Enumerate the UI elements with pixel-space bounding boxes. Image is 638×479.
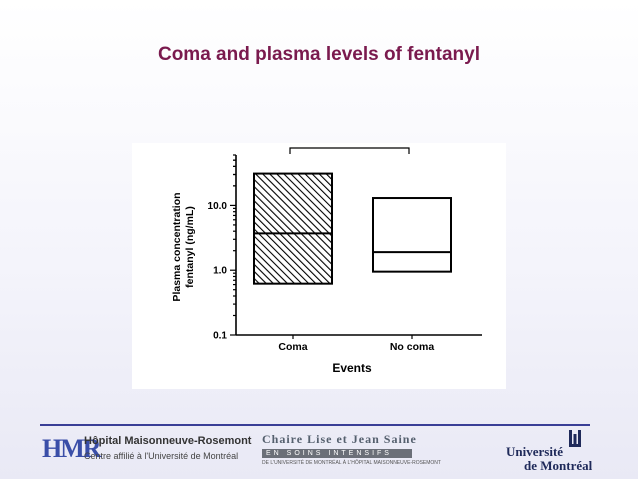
x-axis-label: Events: [332, 361, 372, 375]
chaire-band: EN SOINS INTENSIFS: [262, 449, 412, 458]
y-tick-label: 10.0: [208, 201, 228, 212]
chaire-title: Chaire Lise et Jean Saine: [262, 432, 417, 446]
hmr-logo: HMR Hôpital Maisonneuve-Rosemont Centre …: [42, 430, 251, 472]
chaire-logo: Chaire Lise et Jean Saine EN SOINS INTEN…: [262, 432, 441, 472]
y-axis-label: Plasma concentrationfentanyl (ng/mL): [171, 192, 196, 301]
chart-panel: 0.1 1.0 10.0 Plasma concentrationfentanyl (…: [132, 143, 506, 389]
slide-title: Coma and plasma levels of fentanyl: [157, 44, 481, 65]
udem-name-line2: de Montréal: [524, 458, 593, 473]
x-tick-label: Coma: [278, 341, 307, 353]
box-coma: [253, 172, 333, 285]
x-tick-label: No coma: [390, 341, 435, 353]
y-tick-label: 1.0: [213, 266, 227, 277]
hmr-subtitle: Centre affilié à l'Université de Montréa…: [84, 451, 239, 461]
chaire-subtitle: DE L'UNIVERSITÉ DE MONTRÉAL À L'HÔPITAL …: [262, 460, 441, 466]
y-tick-label: 0.1: [213, 331, 227, 342]
udem-name-line1: Université: [506, 444, 564, 459]
udem-logo: Université de Montréal: [500, 430, 600, 474]
box-no-coma: [372, 197, 452, 273]
footer-divider: [40, 424, 590, 426]
hmr-name: Hôpital Maisonneuve-Rosemont: [84, 435, 252, 447]
box-plot-chart: 0.1 1.0 10.0 Plasma concentrationfentanyl (…: [171, 147, 482, 375]
significance-bracket: [289, 147, 410, 154]
udem-emblem-icon: [569, 430, 581, 447]
hmr-logo-mark: HMR: [42, 434, 102, 463]
